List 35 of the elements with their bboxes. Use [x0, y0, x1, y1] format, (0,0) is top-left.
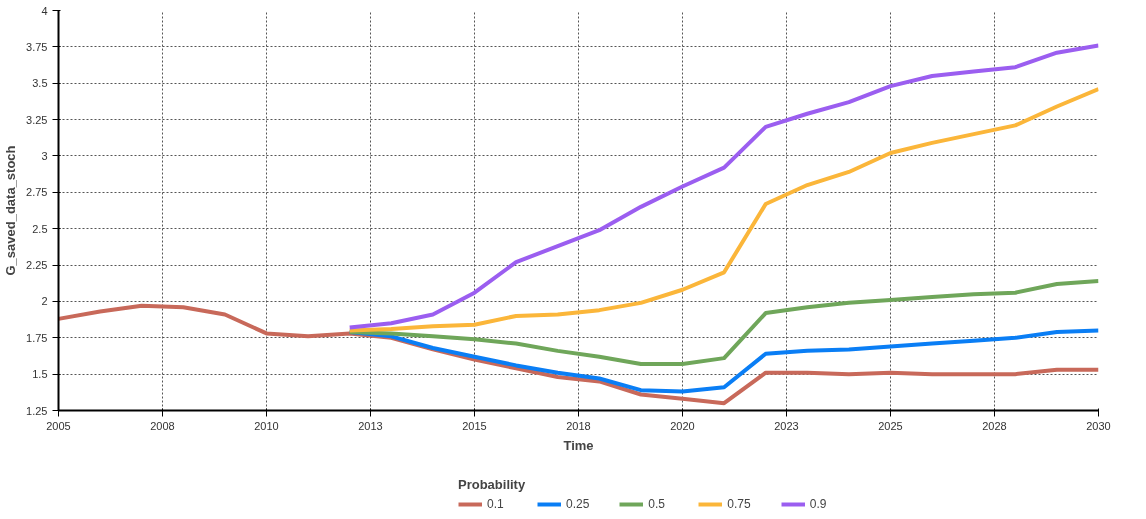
line-series	[347, 43, 1099, 330]
y-axis-title: G_saved_data_stoch	[3, 145, 19, 276]
x-tick-label: 2025	[878, 419, 903, 432]
y-tick-label: 2.5	[32, 222, 48, 235]
x-tick-label: 2018	[566, 419, 591, 432]
y-tick-label: 1.75	[26, 331, 48, 344]
x-tick-label: 2015	[462, 419, 487, 432]
y-tick-label: 1.5	[32, 368, 48, 381]
legend-title: Probability	[458, 477, 527, 492]
x-axis-title: Time	[563, 437, 594, 453]
x-tick-label: 2013	[358, 419, 383, 432]
legend-label: 0.5	[648, 497, 667, 511]
y-tick-label: 3.25	[26, 113, 48, 126]
legend-label: 0.1	[487, 497, 505, 511]
y-tick-label: 3	[41, 149, 48, 162]
y-tick-label: 4	[41, 4, 48, 17]
x-tick-label: 2028	[982, 419, 1007, 432]
legend-label: 0.25	[566, 497, 590, 511]
x-tick-label: 2020	[670, 419, 695, 432]
x-tick-label: 2030	[1086, 419, 1111, 432]
y-tick-label: 2.75	[26, 186, 48, 199]
x-tick-label: 2023	[774, 419, 799, 432]
x-tick-label: 2005	[46, 419, 71, 432]
x-tick-label: 2008	[150, 419, 175, 432]
y-tick-label: 1.25	[26, 404, 48, 417]
line-series	[58, 303, 1099, 406]
y-tick-label: 3.75	[26, 40, 48, 53]
y-tick-label: 2.25	[26, 259, 48, 272]
legend-label: 0.75	[727, 497, 751, 511]
legend-label: 0.9	[809, 497, 828, 511]
line-series	[347, 87, 1099, 333]
y-tick-label: 2	[41, 295, 48, 308]
line-series	[347, 279, 1099, 366]
y-tick-label: 3.5	[32, 77, 48, 90]
x-tick-label: 2010	[254, 419, 279, 432]
